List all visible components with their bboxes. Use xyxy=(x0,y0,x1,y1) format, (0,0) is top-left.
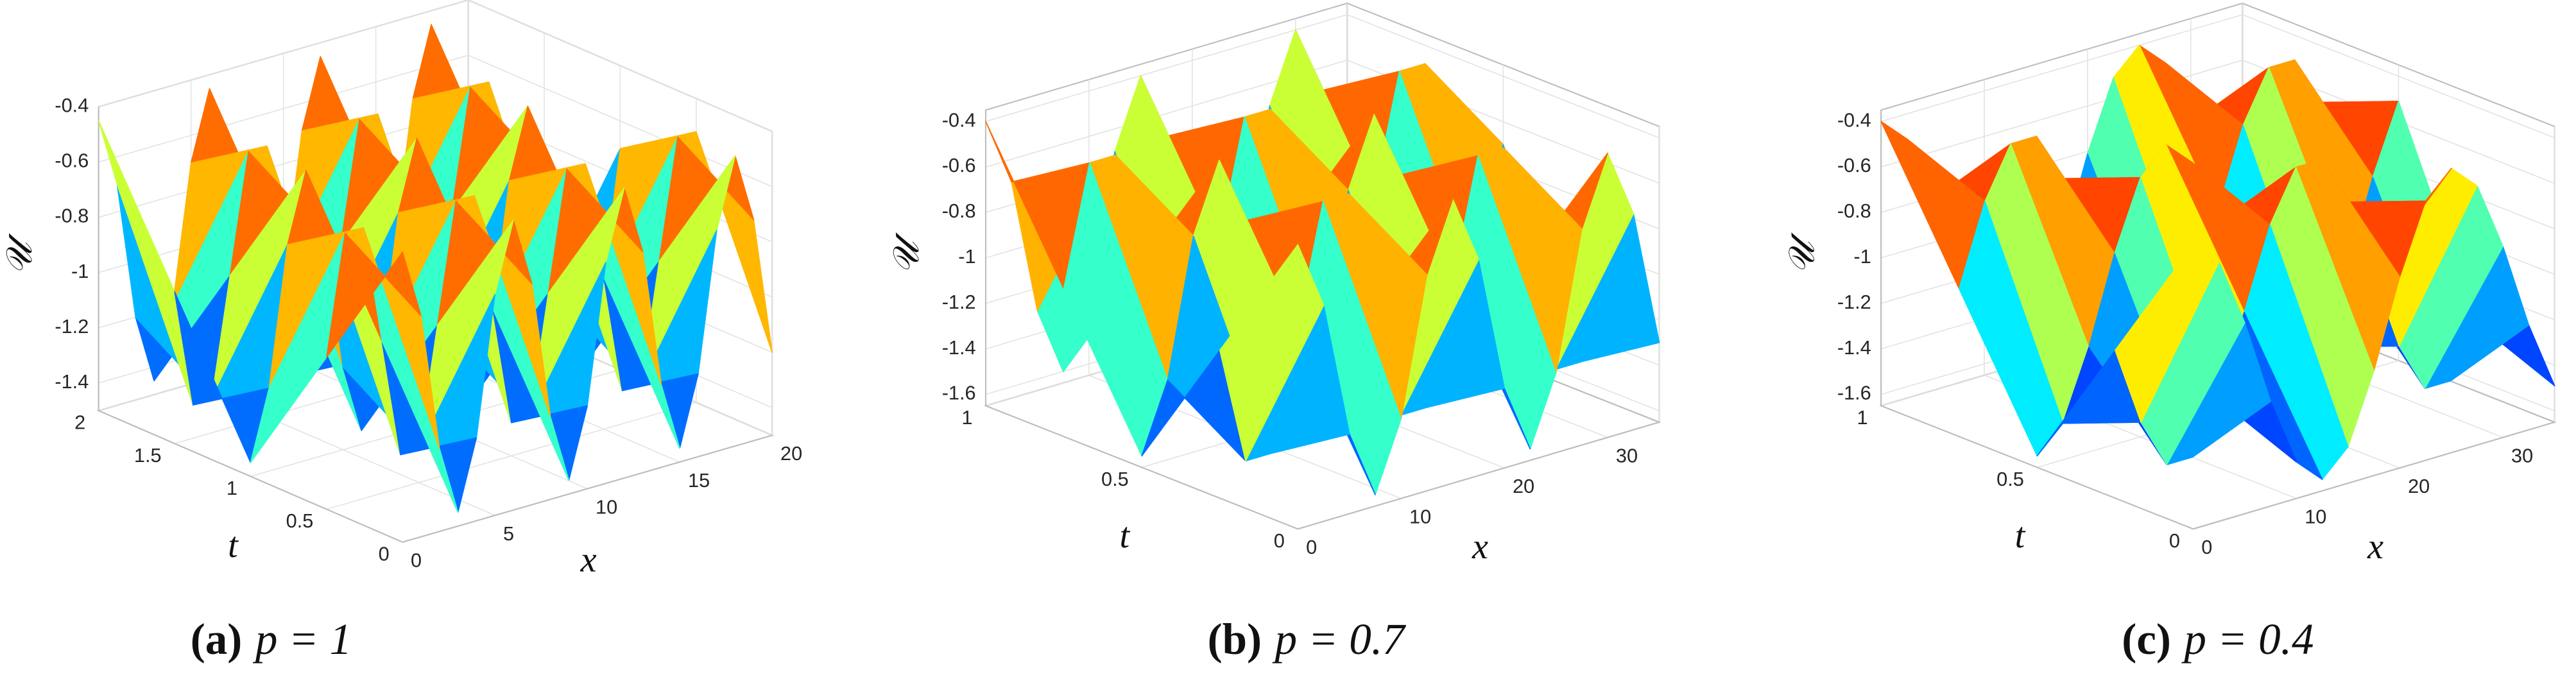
surface-patch xyxy=(326,232,422,358)
caption-label: (c) xyxy=(2122,614,2171,664)
z-tick-label: -1 xyxy=(958,245,975,268)
z-tick-label: -1.6 xyxy=(1837,382,1871,404)
surface-patch xyxy=(2115,244,2220,423)
t-axis-label: t xyxy=(228,526,239,565)
z-tick-label: -1.4 xyxy=(942,336,976,359)
z-tick-label: -1 xyxy=(1853,245,1871,268)
x-tick-label: 15 xyxy=(688,469,710,492)
x-tick-label: 0 xyxy=(2201,536,2212,558)
z-tick-label: -0.6 xyxy=(1837,154,1871,176)
t-axis-label: t xyxy=(2015,516,2026,556)
z-axis-label: 𝒰 xyxy=(887,232,927,274)
surface-patch xyxy=(1219,244,1325,462)
z-tick-label: -0.4 xyxy=(55,94,89,117)
surface xyxy=(98,24,773,513)
t-tick-label: 1 xyxy=(1857,406,1868,429)
x-tick-label: 30 xyxy=(1616,444,1638,467)
z-tick-label: -0.8 xyxy=(942,200,976,222)
grid-line xyxy=(985,14,1348,122)
axis-line xyxy=(1298,421,1660,530)
caption: (c) p = 0.4 xyxy=(2122,614,2314,664)
x-axis-label: x xyxy=(1472,527,1488,567)
t-tick-label: 0 xyxy=(1274,529,1285,552)
z-tick-label: -0.6 xyxy=(942,154,976,176)
z-tick-label: -0.8 xyxy=(55,205,89,227)
x-axis-label: x xyxy=(2367,527,2383,567)
x-tick-label: 5 xyxy=(503,522,514,545)
z-tick-label: -0.8 xyxy=(1837,200,1871,222)
z-tick-label: -1.2 xyxy=(1837,291,1871,313)
z-tick-label: -1 xyxy=(71,260,89,282)
axis-line xyxy=(402,434,773,543)
axis-line xyxy=(2193,421,2555,530)
z-tick-label: -1.4 xyxy=(1837,336,1871,359)
x-tick-label: 0 xyxy=(1306,536,1317,558)
x-tick-label: 30 xyxy=(2511,444,2533,467)
z-tick-label: -1.6 xyxy=(942,382,976,404)
t-tick-label: 2 xyxy=(74,411,85,434)
surface xyxy=(985,29,1660,495)
surface xyxy=(1880,44,2555,480)
z-tick-label: -1.2 xyxy=(942,291,976,313)
t-tick-label: 0.5 xyxy=(1101,468,1129,490)
grid-line xyxy=(326,402,697,510)
t-tick-label: 0 xyxy=(2169,529,2180,552)
axis-line xyxy=(98,410,403,543)
z-tick-label: -1.4 xyxy=(55,370,89,393)
caption-label: (b) xyxy=(1208,614,1262,664)
x-tick-label: 10 xyxy=(596,495,617,518)
x-tick-label: 20 xyxy=(2408,475,2430,497)
t-tick-label: 0 xyxy=(379,542,390,565)
z-tick-label: -0.4 xyxy=(942,108,976,131)
t-tick-label: 1.5 xyxy=(134,444,162,467)
x-tick-label: 20 xyxy=(1513,475,1534,497)
caption: (b) p = 0.7 xyxy=(1208,614,1407,664)
t-tick-label: 1 xyxy=(227,477,237,499)
caption-title: p = 1 xyxy=(252,614,352,664)
t-axis-label: t xyxy=(1119,516,1130,556)
x-axis-label: x xyxy=(580,540,597,579)
z-axis-label: 𝒰 xyxy=(1782,232,1822,274)
grid-line xyxy=(1880,14,2243,122)
x-tick-label: 10 xyxy=(2305,506,2326,528)
caption-title: p = 0.7 xyxy=(1272,614,1407,664)
caption: (a) p = 1 xyxy=(191,614,352,664)
axis-line xyxy=(985,405,1298,530)
caption-title: p = 0.4 xyxy=(2181,614,2314,664)
z-tick-label: -0.4 xyxy=(1837,108,1871,131)
z-axis-label: 𝒰 xyxy=(0,233,40,275)
axis-line xyxy=(1880,405,2194,530)
x-tick-label: 0 xyxy=(411,549,422,572)
caption-label: (a) xyxy=(191,614,243,664)
x-tick-label: 10 xyxy=(1409,506,1431,528)
x-tick-label: 20 xyxy=(780,442,802,465)
t-tick-label: 0.5 xyxy=(1996,468,2024,490)
z-tick-label: -0.6 xyxy=(55,150,89,172)
z-tick-label: -1.2 xyxy=(55,315,89,338)
t-tick-label: 1 xyxy=(961,406,972,429)
t-tick-label: 0.5 xyxy=(286,510,314,532)
